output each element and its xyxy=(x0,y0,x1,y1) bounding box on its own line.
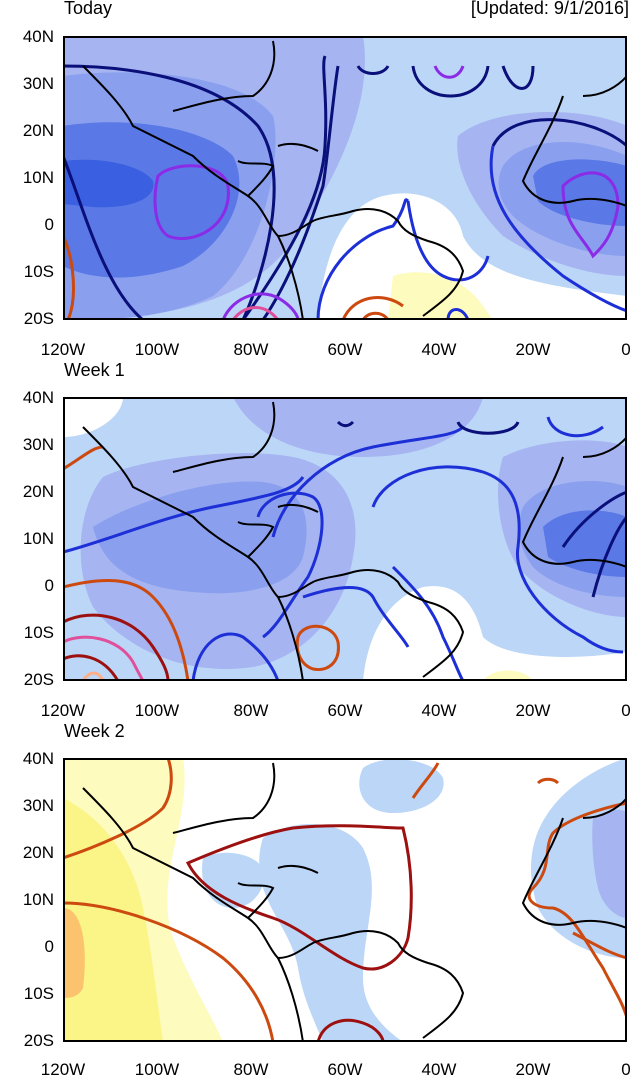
lat-label: 40N xyxy=(22,27,54,46)
lon-label: 20W xyxy=(515,1060,551,1079)
lat-label: 30N xyxy=(22,74,54,93)
lon-label: 20W xyxy=(515,701,551,720)
lon-label: 0 xyxy=(621,1060,631,1079)
lon-label: 0 xyxy=(621,701,631,720)
lat-label: 10S xyxy=(23,262,54,281)
lat-label: 20S xyxy=(23,309,54,328)
lon-label: 60W xyxy=(327,340,363,359)
lat-label: 30N xyxy=(22,435,54,454)
lat-label: 40N xyxy=(22,388,54,407)
lon-label: 60W xyxy=(327,701,363,720)
lat-label: 10N xyxy=(22,529,54,548)
lat-label: 20N xyxy=(22,843,54,862)
lon-label: 20W xyxy=(515,340,551,359)
lat-label: 30N xyxy=(22,796,54,815)
panel-title: Today xyxy=(64,0,113,18)
lon-label: 80W xyxy=(233,340,269,359)
panel-title: Week 2 xyxy=(64,721,125,741)
lon-label: 120W xyxy=(40,1060,86,1079)
lon-label: 120W xyxy=(40,701,86,720)
lat-label: 20S xyxy=(23,1031,54,1050)
lon-label: 80W xyxy=(233,701,269,720)
panel-title: Week 1 xyxy=(64,360,125,380)
lon-label: 100W xyxy=(134,340,180,359)
lon-label: 120W xyxy=(40,340,86,359)
lat-label: 10N xyxy=(22,890,54,909)
map-week2 xyxy=(63,758,627,1042)
lat-label: 20S xyxy=(23,670,54,689)
panel-week1: Week 1 xyxy=(0,360,643,722)
lat-label: 0 xyxy=(44,937,54,956)
map-week1 xyxy=(63,397,627,681)
lon-label: 40W xyxy=(421,701,457,720)
updated-label: [Updated: 9/1/2016] xyxy=(470,0,629,18)
lat-label: 10N xyxy=(22,168,54,187)
lon-label: 100W xyxy=(134,701,180,720)
lat-label: 40N xyxy=(22,749,54,768)
lon-label: 60W xyxy=(327,1060,363,1079)
lat-label: 0 xyxy=(44,576,54,595)
lat-label: 0 xyxy=(44,215,54,234)
lon-label: 0 xyxy=(621,340,631,359)
lon-label: 80W xyxy=(233,1060,269,1079)
panel-week2: Week 2 xyxy=(0,721,643,1083)
panel-today: Today [Updated: 9/1/2016] xyxy=(0,0,643,360)
lon-label: 40W xyxy=(421,340,457,359)
lat-label: 20N xyxy=(22,482,54,501)
lat-label: 10S xyxy=(23,984,54,1003)
lon-label: 100W xyxy=(134,1060,180,1079)
lat-label: 20N xyxy=(22,121,54,140)
lat-label: 10S xyxy=(23,623,54,642)
lon-label: 40W xyxy=(421,1060,457,1079)
map-today xyxy=(63,36,627,320)
